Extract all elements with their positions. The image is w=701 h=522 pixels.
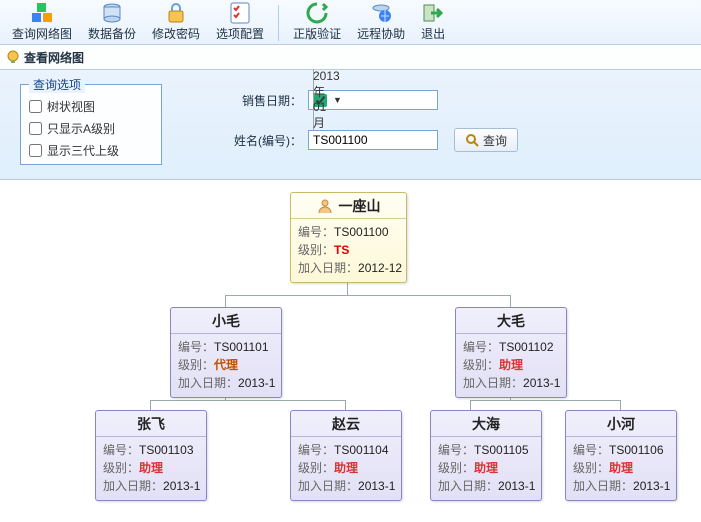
toolbar-password[interactable]: 修改密码 [152, 2, 200, 42]
tree-diagram: 一座山 编号：TS001100 级别：TS 加入日期：2012-12 小毛 编号… [0, 180, 701, 500]
toolbar-exit[interactable]: 退出 [421, 2, 445, 42]
node-body: 编号：TS001101 级别：代理 加入日期：2013-1 [171, 334, 281, 397]
checklist-icon [228, 2, 252, 24]
node-title: 小河 [566, 411, 676, 436]
toolbar-remote[interactable]: 远程协助 [357, 2, 405, 42]
connector [345, 400, 346, 410]
filters: 销售日期： 2013年01月 ▼ 姓名(编号)： 查询 [222, 84, 691, 165]
option-tree-view[interactable]: 树状视图 [29, 98, 153, 115]
option-three-gen[interactable]: 显示三代上级 [29, 142, 153, 159]
name-row: 姓名(编号)： 查询 [222, 128, 691, 152]
toolbar-password-label: 修改密码 [152, 25, 200, 42]
connector [510, 295, 511, 307]
node-title: 大海 [431, 411, 541, 436]
node-body: 编号：TS001103 级别：助理 加入日期：2013-1 [96, 437, 206, 500]
toolbar-backup-label: 数据备份 [88, 25, 136, 42]
date-label: 销售日期： [222, 92, 302, 109]
tree-node[interactable]: 张飞 编号：TS001103 级别：助理 加入日期：2013-1 [95, 410, 207, 501]
database-icon [100, 2, 124, 24]
search-icon [465, 133, 479, 147]
node-body: 编号：TS001106 级别：助理 加入日期：2013-1 [566, 437, 676, 500]
node-title: 赵云 [291, 411, 401, 436]
tree-node[interactable]: 大毛 编号：TS001102 级别：助理 加入日期：2013-1 [455, 307, 567, 398]
cubes-icon [30, 2, 54, 24]
node-title: 张飞 [96, 411, 206, 436]
node-body: 编号：TS001102 级别：助理 加入日期：2013-1 [456, 334, 566, 397]
toolbar-options[interactable]: 选项配置 [216, 2, 264, 42]
toolbar-verify[interactable]: 正版验证 [293, 2, 341, 42]
filter-panel: 查询选项 树状视图 只显示A级别 显示三代上级 销售日期： 2013年01月 ▼… [0, 70, 701, 180]
tree-node[interactable]: 大海 编号：TS001105 级别：助理 加入日期：2013-1 [430, 410, 542, 501]
person-icon [317, 198, 333, 214]
tree-node[interactable]: 小毛 编号：TS001101 级别：代理 加入日期：2013-1 [170, 307, 282, 398]
connector [470, 400, 471, 410]
node-body: 编号：TS001104 级别：助理 加入日期：2013-1 [291, 437, 401, 500]
exit-icon [421, 2, 445, 24]
toolbar-backup[interactable]: 数据备份 [88, 2, 136, 42]
connector [620, 400, 621, 410]
tree-node[interactable]: 小河 编号：TS001106 级别：助理 加入日期：2013-1 [565, 410, 677, 501]
search-button-label: 查询 [483, 132, 507, 149]
toolbar-query-label: 查询网络图 [12, 25, 72, 42]
tree-node-root[interactable]: 一座山 编号：TS001100 级别：TS 加入日期：2012-12 [290, 192, 407, 283]
connector [150, 400, 151, 410]
date-combo[interactable]: 2013年01月 ▼ [308, 90, 438, 110]
recycle-icon [305, 2, 329, 24]
chevron-down-icon[interactable]: ▼ [333, 95, 342, 105]
connector [225, 295, 226, 307]
three-gen-checkbox[interactable] [29, 144, 42, 157]
toolbar-options-label: 选项配置 [216, 25, 264, 42]
node-body: 编号：TS001105 级别：助理 加入日期：2013-1 [431, 437, 541, 500]
main-toolbar: 查询网络图 数据备份 修改密码 选项配置 正版验证 远程协助 退出 [0, 0, 701, 45]
date-value: 2013年01月 [313, 69, 314, 131]
section-title-text: 查看网络图 [24, 49, 84, 66]
tree-view-checkbox[interactable] [29, 100, 42, 113]
connector [470, 400, 620, 401]
name-label: 姓名(编号)： [222, 132, 302, 149]
tree-node[interactable]: 赵云 编号：TS001104 级别：助理 加入日期：2013-1 [290, 410, 402, 501]
connector [150, 400, 345, 401]
toolbar-remote-label: 远程协助 [357, 25, 405, 42]
section-title-bar: 查看网络图 [0, 45, 701, 70]
toolbar-separator [278, 5, 279, 41]
toolbar-query[interactable]: 查询网络图 [12, 2, 72, 42]
query-options-legend: 查询选项 [29, 76, 85, 93]
bulb-icon [6, 50, 20, 64]
only-a-checkbox[interactable] [29, 122, 42, 135]
globe-db-icon [369, 2, 393, 24]
connector [225, 295, 510, 296]
node-title: 一座山 [291, 193, 406, 218]
node-title: 大毛 [456, 308, 566, 333]
node-body: 编号：TS001100 级别：TS 加入日期：2012-12 [291, 219, 406, 282]
toolbar-exit-label: 退出 [421, 25, 445, 42]
search-button[interactable]: 查询 [454, 128, 518, 152]
query-options-box: 查询选项 树状视图 只显示A级别 显示三代上级 [20, 84, 162, 165]
option-only-a[interactable]: 只显示A级别 [29, 120, 153, 137]
name-input[interactable] [308, 130, 438, 150]
lock-icon [164, 2, 188, 24]
date-row: 销售日期： 2013年01月 ▼ [222, 90, 691, 110]
node-title: 小毛 [171, 308, 281, 333]
toolbar-verify-label: 正版验证 [293, 25, 341, 42]
